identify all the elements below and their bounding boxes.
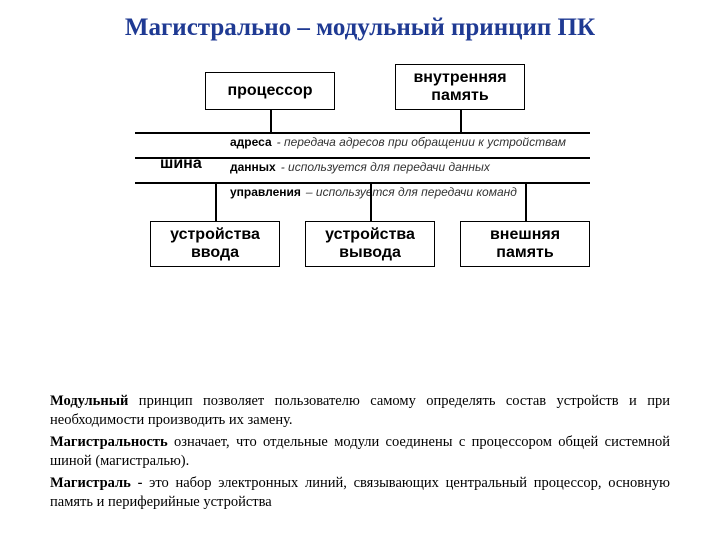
bus-row-data-desc: - используется для передачи данных <box>281 160 490 174</box>
connector-mem <box>460 110 462 132</box>
para-bus-def: Магистраль - это набор электронных линий… <box>50 474 670 513</box>
bus-row-address-desc: - передача адресов при обращении к устро… <box>277 135 566 149</box>
bus-diagram: процессор внутренняя память адреса - пер… <box>100 72 620 332</box>
bus-line-data <box>135 157 590 159</box>
node-cpu: процессор <box>205 72 335 110</box>
node-input-devices: устройства ввода <box>150 221 280 267</box>
node-output-devices: устройства вывода <box>305 221 435 267</box>
connector-extmem <box>525 183 527 221</box>
para-bus-def-bold: Магистраль - <box>50 475 142 491</box>
connector-input <box>215 183 217 221</box>
bus-line-address <box>135 132 590 134</box>
connector-cpu <box>270 110 272 132</box>
page-title: Магистрально – модульный принцип ПК <box>0 0 720 42</box>
para-bus-principle: Магистральность означает, что отдельные … <box>50 433 670 472</box>
bus-line-control <box>135 182 590 184</box>
bus-row-address-name: адреса <box>230 135 272 149</box>
node-internal-memory: внутренняя память <box>395 64 525 110</box>
para-modular: Модульный принцип позволяет пользователю… <box>50 392 670 431</box>
para-modular-rest: принцип позволяет пользователю самому оп… <box>50 393 670 429</box>
bus-row-control: управления – используется для передачи к… <box>230 185 517 199</box>
bus-row-control-name: управления <box>230 185 301 199</box>
para-bus-def-rest: это набор электронных линий, связывающих… <box>50 475 670 511</box>
bus-row-data: данных - используется для передачи данны… <box>230 160 490 174</box>
para-modular-bold: Модульный <box>50 393 128 409</box>
bus-row-address: адреса - передача адресов при обращении … <box>230 135 566 149</box>
connector-output <box>370 183 372 221</box>
bus-label: шина <box>160 155 202 173</box>
bus-row-data-name: данных <box>230 160 276 174</box>
description-text: Модульный принцип позволяет пользователю… <box>50 392 670 515</box>
para-bus-principle-bold: Магистральность <box>50 434 168 450</box>
bus-row-control-desc: – используется для передачи команд <box>306 185 517 199</box>
node-external-memory: внешняя память <box>460 221 590 267</box>
